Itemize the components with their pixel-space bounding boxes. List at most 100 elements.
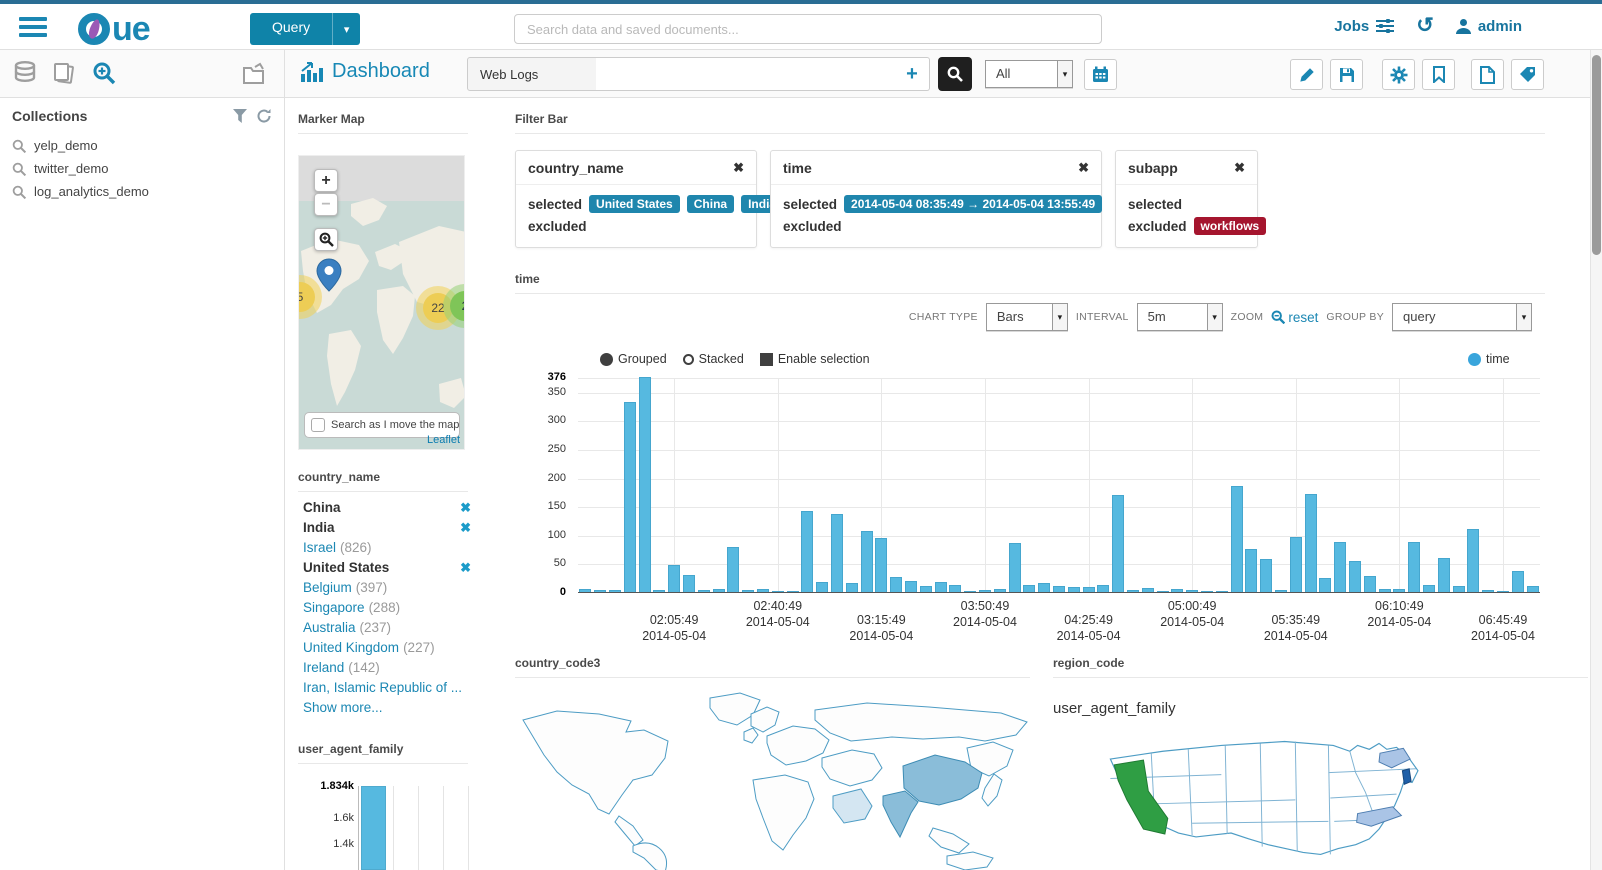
time-bar[interactable] [1289, 537, 1302, 592]
time-bar[interactable] [1349, 560, 1361, 592]
time-bar[interactable] [1511, 570, 1524, 592]
time-bar[interactable] [683, 575, 695, 592]
user-menu[interactable]: admin [1455, 18, 1522, 35]
time-bar[interactable] [919, 585, 932, 592]
hamburger-menu-icon[interactable] [19, 17, 47, 37]
time-bar[interactable] [623, 401, 636, 592]
region-code-us-map[interactable] [1085, 724, 1455, 870]
filter-funnel-icon[interactable] [233, 109, 247, 123]
document-button[interactable] [1471, 59, 1504, 90]
time-bar[interactable] [979, 590, 991, 592]
documents-icon[interactable] [52, 61, 76, 85]
time-bar[interactable] [742, 590, 755, 592]
country-code3-world-map[interactable] [515, 688, 1030, 870]
user-agent-family-chart[interactable]: 1.834k 1.6k 1.4k [298, 778, 470, 870]
remove-facet-icon[interactable]: ✖ [460, 560, 471, 575]
time-bar[interactable] [1097, 584, 1110, 592]
dashboard-title[interactable]: Dashboard [300, 60, 430, 83]
group-by-select[interactable]: query ▾ [1392, 303, 1532, 331]
dashboard-query-input[interactable] [596, 57, 896, 91]
vertical-scrollbar[interactable] [1590, 50, 1602, 870]
stacked-radio[interactable]: Stacked [682, 352, 744, 366]
time-bar[interactable] [993, 588, 1006, 592]
time-bar[interactable] [594, 590, 607, 592]
settings-button[interactable] [1382, 59, 1415, 90]
time-bar[interactable] [890, 576, 903, 592]
time-bar[interactable] [1215, 590, 1228, 592]
close-filter-icon[interactable]: ✖ [733, 160, 744, 175]
time-bar[interactable] [1452, 586, 1465, 592]
time-bar[interactable] [905, 580, 917, 592]
database-icon[interactable] [14, 61, 36, 85]
refresh-icon[interactable] [257, 109, 272, 123]
chart-type-select[interactable]: Bars ▾ [985, 303, 1068, 331]
time-bar[interactable] [653, 590, 666, 592]
time-bar[interactable] [1275, 589, 1287, 592]
facet-value-link[interactable]: Belgium [303, 580, 352, 595]
time-bar[interactable] [1378, 589, 1391, 592]
time-bar[interactable] [1497, 590, 1509, 592]
facet-value-link[interactable]: Australia [303, 620, 356, 635]
scrollbar-thumb[interactable] [1592, 55, 1601, 255]
marker-cluster[interactable]: 5 [299, 275, 322, 319]
time-bar[interactable] [1230, 486, 1243, 592]
time-bar[interactable] [668, 564, 681, 592]
collection-item[interactable]: yelp_demo [10, 134, 275, 157]
filter-selected-badge[interactable]: United States [589, 195, 680, 213]
facet-value-link[interactable]: Israel [303, 540, 337, 555]
time-bar[interactable] [1245, 549, 1258, 592]
time-bar[interactable] [1112, 494, 1125, 592]
time-bar[interactable] [1082, 586, 1095, 592]
facet-value-link[interactable]: United Kingdom [303, 640, 400, 655]
time-bar[interactable] [712, 588, 725, 592]
time-bar[interactable] [1408, 542, 1421, 592]
tags-button[interactable] [1511, 59, 1544, 90]
time-bar[interactable] [831, 513, 843, 592]
map-zoom-out-button[interactable]: − [314, 193, 338, 216]
collection-item[interactable]: twitter_demo [10, 157, 275, 180]
remove-facet-icon[interactable]: ✖ [460, 500, 471, 515]
time-bar[interactable] [1171, 588, 1184, 592]
facet-value-link[interactable]: Ireland [303, 660, 345, 675]
hue-logo[interactable]: ue [78, 12, 151, 46]
time-bar[interactable] [1319, 577, 1332, 592]
time-bar[interactable] [1260, 558, 1273, 592]
jobs-link[interactable]: Jobs [1334, 18, 1395, 35]
time-bar[interactable] [845, 583, 858, 592]
time-bar[interactable] [1363, 576, 1376, 592]
time-bar[interactable] [1053, 586, 1065, 592]
time-bar[interactable] [1334, 541, 1347, 592]
time-bar-chart[interactable] [578, 377, 1540, 593]
query-button[interactable]: Query ▾ [250, 13, 361, 45]
time-bar[interactable] [964, 590, 977, 592]
time-bar[interactable] [1156, 590, 1169, 592]
facet-value-link[interactable]: China [303, 500, 341, 515]
open-folder-icon[interactable] [242, 62, 267, 86]
map-magnify-button[interactable] [314, 228, 338, 251]
facet-value-link[interactable]: United States [303, 560, 390, 575]
map-marker-pin-icon[interactable] [316, 258, 342, 292]
facet-value-link[interactable]: Iran, Islamic Republic of ... [303, 680, 463, 695]
time-bar[interactable] [786, 590, 799, 592]
global-search-input[interactable] [514, 14, 1102, 44]
time-bar[interactable] [801, 510, 814, 592]
time-bar[interactable] [1008, 543, 1021, 592]
interval-select[interactable]: 5m ▾ [1136, 303, 1223, 331]
time-bar[interactable] [1141, 588, 1154, 592]
history-icon[interactable]: ↺ [1416, 14, 1434, 37]
time-bar[interactable] [1038, 582, 1051, 592]
time-bar[interactable] [1437, 557, 1450, 592]
time-bar[interactable] [1201, 590, 1213, 592]
zoom-in-icon[interactable] [92, 61, 116, 85]
collection-item[interactable]: log_analytics_demo [10, 180, 275, 203]
time-bar[interactable] [1127, 589, 1139, 592]
zoom-reset-link[interactable]: reset [1271, 310, 1318, 325]
add-query-icon[interactable]: + [895, 57, 930, 91]
calendar-button[interactable] [1084, 59, 1117, 90]
remove-facet-icon[interactable]: ✖ [460, 520, 471, 535]
time-bar[interactable] [697, 590, 710, 592]
time-bar[interactable] [875, 538, 888, 592]
search-move-checkbox[interactable] [311, 418, 325, 432]
time-bar[interactable] [1526, 586, 1539, 592]
grouped-radio[interactable]: Grouped [600, 352, 667, 366]
